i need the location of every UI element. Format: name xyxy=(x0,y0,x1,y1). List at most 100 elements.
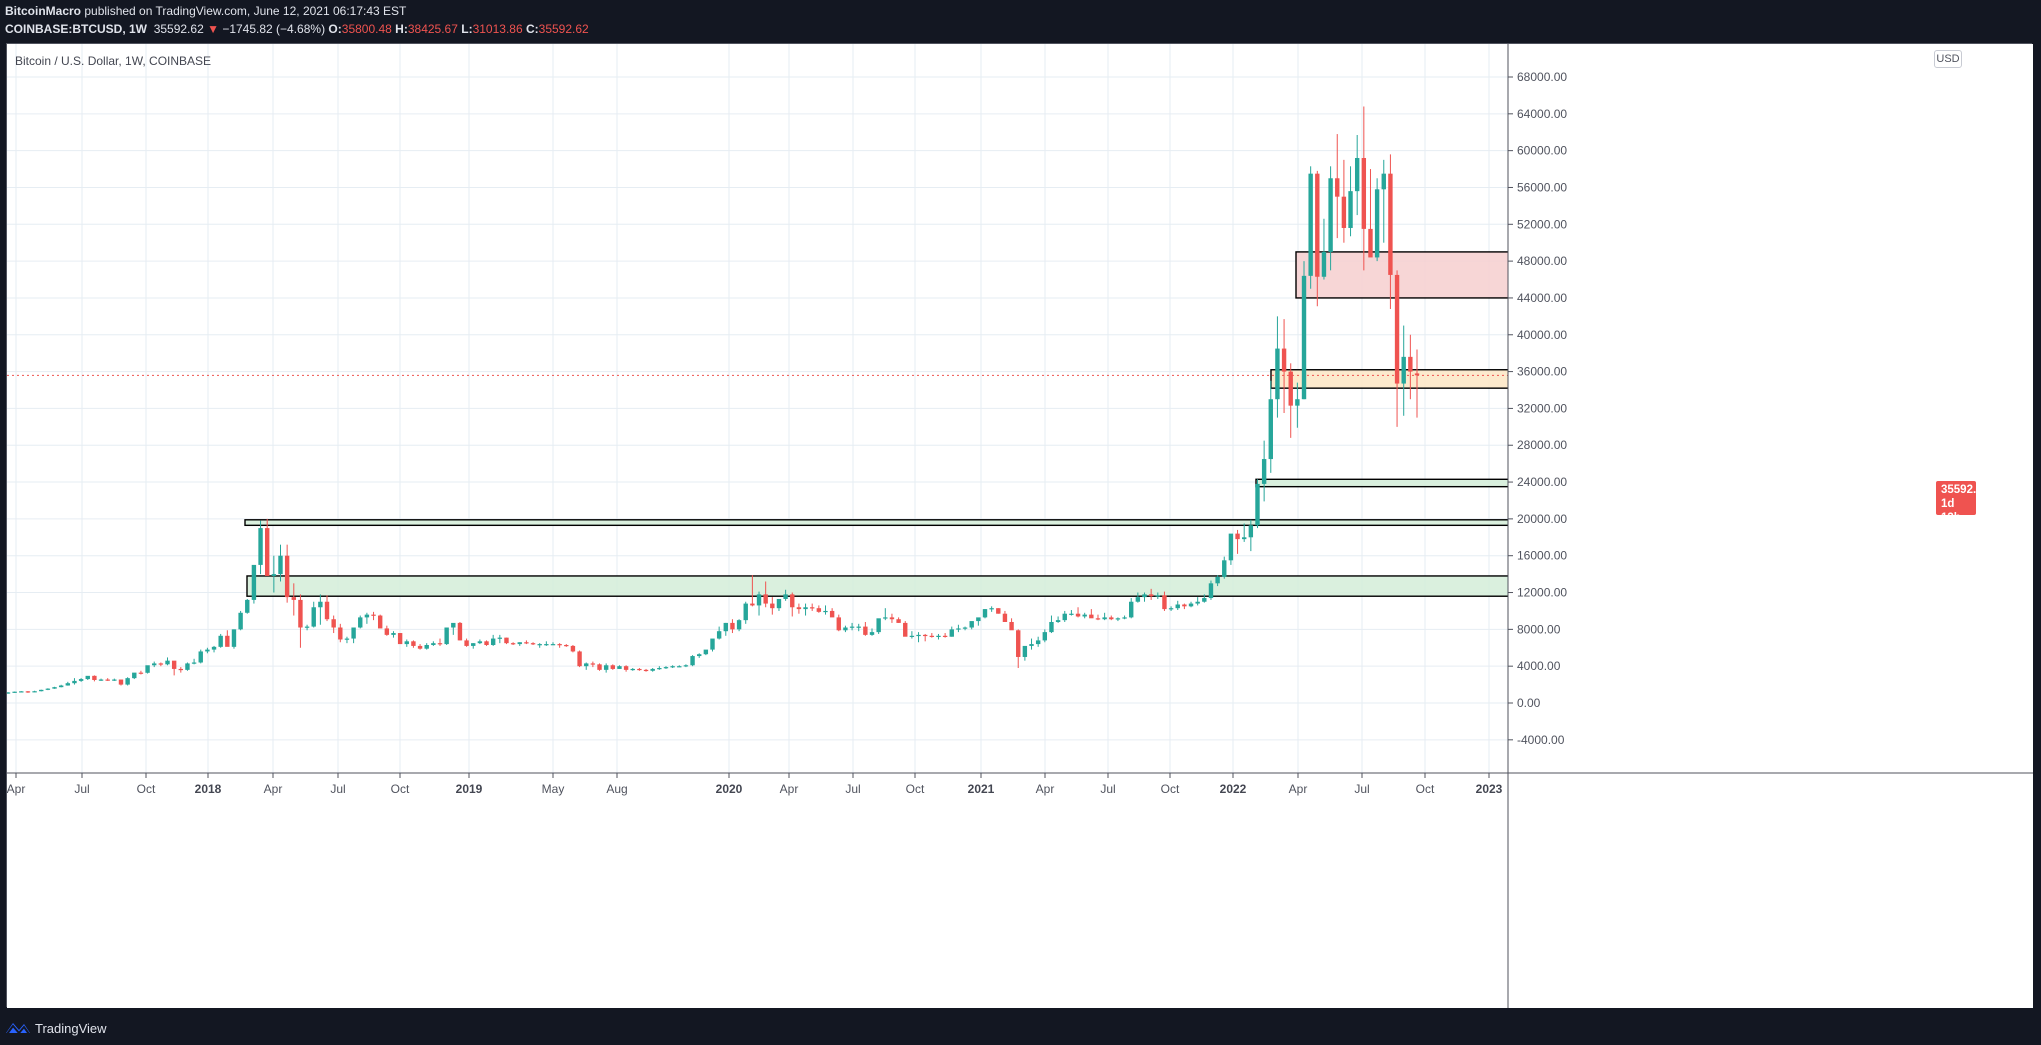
candle-body xyxy=(670,666,675,668)
candle-body xyxy=(677,666,682,668)
candle-body xyxy=(849,626,855,628)
candle-body xyxy=(1162,595,1167,610)
candle-body xyxy=(19,691,24,693)
candle-body xyxy=(1408,356,1413,372)
candle-body xyxy=(171,660,177,669)
candle-body xyxy=(1168,608,1174,610)
candle-body xyxy=(471,643,476,646)
time-tick-label: Jul xyxy=(845,782,860,796)
price-tick-label: 68000.00 xyxy=(1517,70,1567,84)
candle-body xyxy=(231,629,237,647)
candle-body xyxy=(251,564,257,600)
time-tick-label: Apr xyxy=(264,782,283,796)
chart-container[interactable]: 72000.00 68000.00 64000.00 60000.00 56000.00… xyxy=(6,43,2033,1008)
candle-body xyxy=(863,626,868,635)
candle-body xyxy=(836,617,841,631)
candle-body xyxy=(909,635,915,637)
candle-body xyxy=(1042,632,1048,641)
currency-badge[interactable]: USD xyxy=(1934,50,1962,68)
time-tick-label: 2021 xyxy=(968,782,995,796)
candle-body xyxy=(1182,604,1187,607)
time-tick-label: Oct xyxy=(137,782,156,796)
candle-body xyxy=(1374,189,1380,258)
price-tick-label: 56000.00 xyxy=(1517,180,1567,194)
support-zone-19.3k-19.9k[interactable] xyxy=(244,519,1604,527)
candle-body xyxy=(683,665,689,667)
candle-body xyxy=(1215,576,1220,584)
candle-body xyxy=(92,675,97,680)
time-tick-label: 2018 xyxy=(195,782,222,796)
candle-body xyxy=(537,644,542,646)
candle-body xyxy=(1208,583,1214,599)
candle-body xyxy=(816,608,822,612)
candle-body xyxy=(763,594,768,604)
candle-body xyxy=(504,637,509,644)
time-tick-label: Jul xyxy=(1100,782,1115,796)
candle-body xyxy=(796,607,802,610)
price-tick-label: 16000.00 xyxy=(1517,549,1567,563)
candle-body xyxy=(570,645,576,652)
candle-body xyxy=(225,635,230,647)
candle-body xyxy=(584,663,589,667)
time-tick-label: 2022 xyxy=(1220,782,1247,796)
candle-body xyxy=(278,555,283,575)
candle-body xyxy=(25,691,31,693)
time-tick-label: Apr xyxy=(1289,782,1308,796)
candle-body xyxy=(444,627,449,645)
candle-body xyxy=(1082,614,1087,617)
candle-body xyxy=(1135,597,1141,602)
candle-body xyxy=(1261,459,1267,484)
candle-body xyxy=(72,680,77,684)
candle-body xyxy=(1222,560,1227,577)
candle-body xyxy=(876,618,881,633)
candle-body xyxy=(643,669,649,672)
time-tick-label: Jul xyxy=(330,782,345,796)
candle-body xyxy=(457,622,463,641)
candle-body xyxy=(411,641,416,646)
candle-body xyxy=(497,637,503,639)
candle-body xyxy=(431,643,436,646)
candle-body xyxy=(577,651,582,667)
candle-body xyxy=(1075,613,1081,617)
candle-body xyxy=(477,641,483,644)
candle-body xyxy=(996,608,1001,614)
candle-body xyxy=(903,622,908,637)
candle-body xyxy=(1281,348,1287,372)
candle-body xyxy=(78,679,84,681)
candle-body xyxy=(783,594,788,599)
candle-body xyxy=(1002,613,1008,622)
candlestick-chart[interactable]: 72000.00 68000.00 64000.00 60000.00 56000.00… xyxy=(7,44,2033,1008)
candle-body xyxy=(697,654,702,657)
time-tick-label: 2023 xyxy=(1476,782,1503,796)
time-tick-label: Jul xyxy=(1354,782,1369,796)
candle-body xyxy=(364,614,370,618)
candle-body xyxy=(344,638,350,640)
time-tick-label: Oct xyxy=(906,782,925,796)
candle-body xyxy=(165,660,170,665)
time-axis[interactable] xyxy=(7,773,2033,1008)
time-tick-label: Apr xyxy=(780,782,799,796)
tradingview-logo[interactable]: TradingView xyxy=(5,1020,107,1036)
bar-countdown: 1d 13h xyxy=(1941,498,1961,524)
support-zone-11.6k-13.8k[interactable] xyxy=(246,575,1604,597)
open-label: O: xyxy=(328,22,342,36)
candle-body xyxy=(790,594,795,608)
candle-body xyxy=(185,663,190,670)
candle-body xyxy=(125,678,130,685)
candle-body xyxy=(1241,537,1247,540)
candle-body xyxy=(703,649,709,655)
footer: TradingView xyxy=(0,1010,2041,1045)
candle-body xyxy=(451,622,456,628)
chart-title: Bitcoin / U.S. Dollar, 1W, COINBASE xyxy=(15,54,212,68)
candle-body xyxy=(1109,617,1114,620)
candle-body xyxy=(384,628,390,635)
candle-body xyxy=(544,644,549,646)
candle-body xyxy=(829,610,835,618)
candle-body xyxy=(736,620,742,630)
candle-body xyxy=(603,665,609,670)
price-tick-label: 52000.00 xyxy=(1517,217,1567,231)
candle-body xyxy=(690,656,695,666)
author-name[interactable]: BitcoinMacro xyxy=(5,4,82,18)
candle-body xyxy=(205,649,210,652)
candle-body xyxy=(1129,601,1134,618)
